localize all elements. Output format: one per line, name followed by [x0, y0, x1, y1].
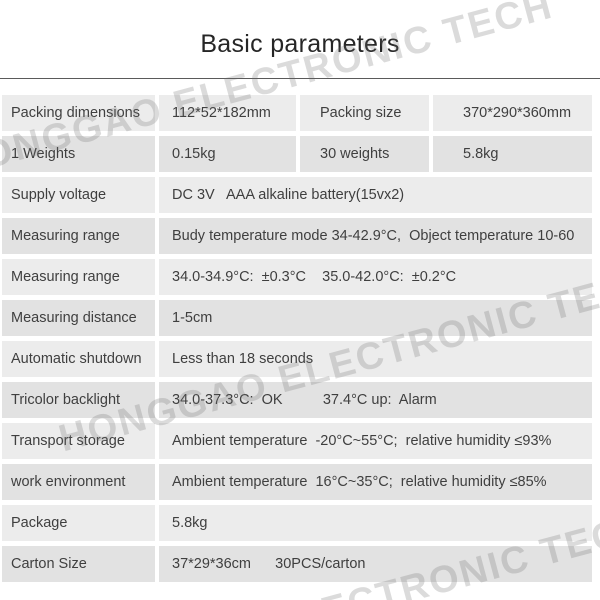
- table-row: Transport storage Ambient temperature -2…: [2, 423, 592, 459]
- table-row: Measuring range 34.0-34.9°C: ±0.3°C 35.0…: [2, 259, 592, 295]
- row-value-2: 5.8kg: [433, 136, 592, 172]
- table-row: Automatic shutdown Less than 18 seconds: [2, 341, 592, 377]
- row-value: Ambient temperature -20°C~55°C; relative…: [159, 423, 592, 459]
- row-value: 34.0-34.9°C: ±0.3°C 35.0-42.0°C: ±0.2°C: [159, 259, 592, 295]
- table-row: Carton Size 37*29*36cm 30PCS/carton: [2, 546, 592, 582]
- row-value: Ambient temperature 16°C~35°C; relative …: [159, 464, 592, 500]
- row-label-2: Packing size: [300, 95, 429, 131]
- row-label: Package: [2, 505, 155, 541]
- row-label: Packing dimensions: [2, 95, 155, 131]
- row-value: 34.0-37.3°C: OK 37.4°C up: Alarm: [159, 382, 592, 418]
- row-value: Budy temperature mode 34-42.9°C, Object …: [159, 218, 592, 254]
- row-value: DC 3V AAA alkaline battery(15vx2): [159, 177, 592, 213]
- table-row: work environment Ambient temperature 16°…: [2, 464, 592, 500]
- row-label: 1 Weights: [2, 136, 155, 172]
- row-label: Measuring range: [2, 259, 155, 295]
- row-label: Carton Size: [2, 546, 155, 582]
- row-label: Supply voltage: [2, 177, 155, 213]
- row-value: 37*29*36cm 30PCS/carton: [159, 546, 592, 582]
- table-row: Package 5.8kg: [2, 505, 592, 541]
- row-label: Measuring distance: [2, 300, 155, 336]
- table-row: 1 Weights 0.15kg 30 weights 5.8kg: [2, 136, 592, 172]
- row-label: Tricolor backlight: [2, 382, 155, 418]
- row-value: 1-5cm: [159, 300, 592, 336]
- title-divider: [0, 78, 600, 79]
- table-row: Measuring range Budy temperature mode 34…: [2, 218, 592, 254]
- table-row: Tricolor backlight 34.0-37.3°C: OK 37.4°…: [2, 382, 592, 418]
- row-value: 0.15kg: [159, 136, 296, 172]
- row-value: Less than 18 seconds: [159, 341, 592, 377]
- page-title: Basic parameters: [200, 30, 400, 58]
- table-row: Measuring distance 1-5cm: [2, 300, 592, 336]
- row-value: 5.8kg: [159, 505, 592, 541]
- table-row: Supply voltage DC 3V AAA alkaline batter…: [2, 177, 592, 213]
- spec-table: Packing dimensions 112*52*182mm Packing …: [2, 95, 592, 587]
- row-label: Measuring range: [2, 218, 155, 254]
- row-label: work environment: [2, 464, 155, 500]
- table-row: Packing dimensions 112*52*182mm Packing …: [2, 95, 592, 131]
- row-value: 112*52*182mm: [159, 95, 296, 131]
- row-label-2: 30 weights: [300, 136, 429, 172]
- row-value-2: 370*290*360mm: [433, 95, 592, 131]
- row-label: Automatic shutdown: [2, 341, 155, 377]
- row-label: Transport storage: [2, 423, 155, 459]
